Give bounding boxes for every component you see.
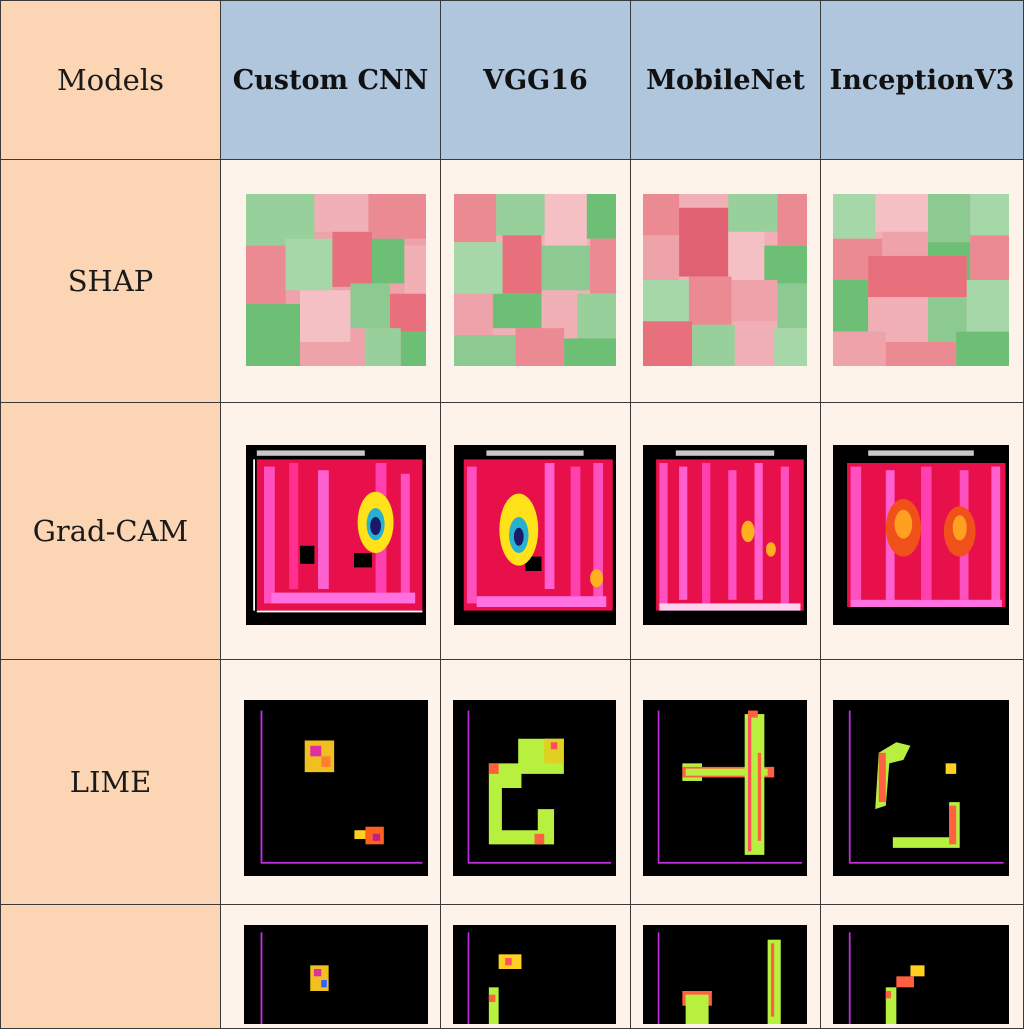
column-header-label: MobileNet (646, 64, 805, 96)
shap-map-inceptionv3 (833, 194, 1009, 366)
row4-map-mobilenet (643, 925, 807, 1024)
gradcam-map-inceptionv3 (833, 445, 1009, 625)
row-header-lime: LIME (0, 659, 221, 905)
shap-map-vgg16 (454, 194, 616, 366)
column-header-label: Custom CNN (232, 64, 429, 96)
shap-map-custom-cnn (246, 194, 426, 366)
row-header-shap: SHAP (0, 159, 221, 403)
lime-map-inceptionv3 (833, 700, 1009, 876)
lime-map-vgg16 (453, 700, 616, 876)
lime-map-mobilenet (643, 700, 807, 876)
gradcam-map-mobilenet (643, 445, 807, 625)
gradcam-map-custom-cnn (246, 445, 426, 625)
column-header-mobilenet: MobileNet (630, 0, 821, 160)
row4-map-custom-cnn (244, 925, 428, 1024)
gradcam-map-vgg16 (454, 445, 616, 625)
column-header-label: VGG16 (483, 64, 588, 96)
column-header-label: InceptionV3 (829, 64, 1015, 96)
column-header-inceptionv3: InceptionV3 (820, 0, 1024, 160)
column-header-vgg16: VGG16 (440, 0, 631, 160)
row4-map-inceptionv3 (833, 925, 1009, 1024)
row4-map-vgg16 (453, 925, 616, 1024)
row-header-label: SHAP (67, 264, 154, 298)
row-header-label: Grad-CAM (32, 514, 189, 548)
corner-label: Models (56, 63, 165, 97)
row-header-grad-cam: Grad-CAM (0, 402, 221, 660)
row-header-label: LIME (69, 765, 152, 799)
column-header-custom-cnn: Custom CNN (220, 0, 441, 160)
lime-map-custom-cnn (244, 700, 428, 876)
row-header-partial (0, 904, 221, 1029)
corner-header: Models (0, 0, 221, 160)
shap-map-mobilenet (643, 194, 807, 366)
